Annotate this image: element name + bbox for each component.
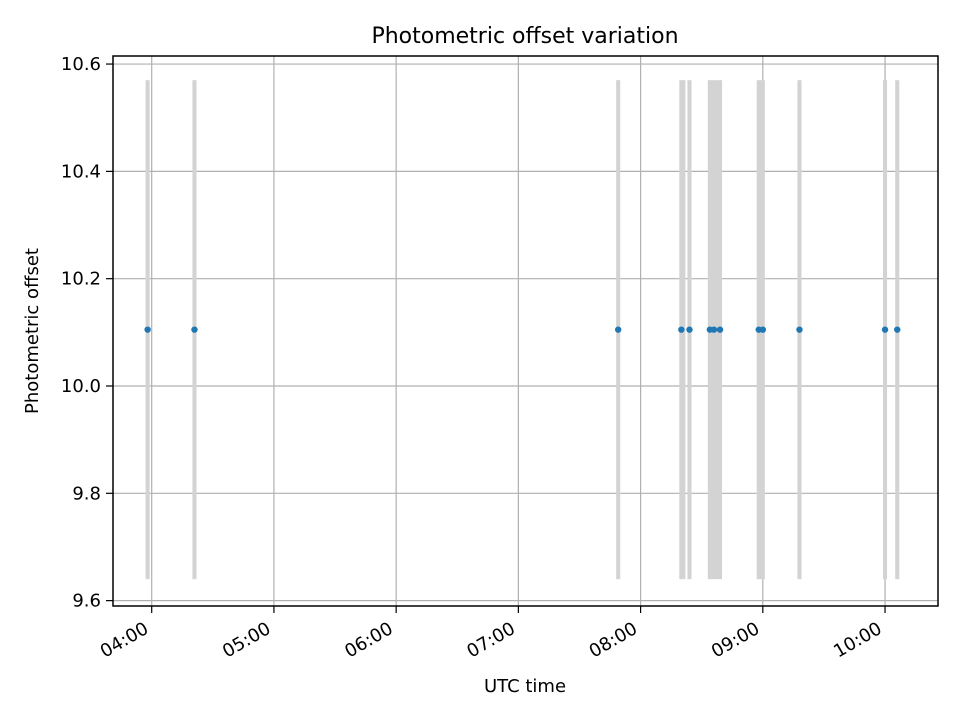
data-point xyxy=(144,326,151,333)
y-tick-label: 9.6 xyxy=(72,591,101,612)
data-point xyxy=(759,326,767,333)
plot-frame xyxy=(112,55,939,607)
x-axis-title: UTC time xyxy=(484,676,566,697)
data-point xyxy=(191,326,198,333)
data-point xyxy=(710,326,718,333)
data-point xyxy=(678,326,685,333)
y-tick-label: 10.2 xyxy=(61,269,101,290)
y-axis-ticks: 9.6 9.8 10.0 10.2 10.4 10.6 xyxy=(61,54,113,612)
y-tick-label: 10.6 xyxy=(61,54,101,75)
data-point xyxy=(894,326,901,333)
data-points xyxy=(144,326,901,333)
data-point xyxy=(686,326,693,333)
data-point xyxy=(716,326,724,333)
chart-title: Photometric offset variation xyxy=(371,24,678,49)
y-tick-label: 10.4 xyxy=(61,161,101,182)
y-tick-label: 9.8 xyxy=(72,483,101,504)
y-tick-label: 10.0 xyxy=(61,376,101,397)
y-axis-title: Photometric offset xyxy=(22,248,43,414)
data-point xyxy=(796,326,803,333)
data-point xyxy=(881,326,889,333)
data-point xyxy=(614,326,622,333)
